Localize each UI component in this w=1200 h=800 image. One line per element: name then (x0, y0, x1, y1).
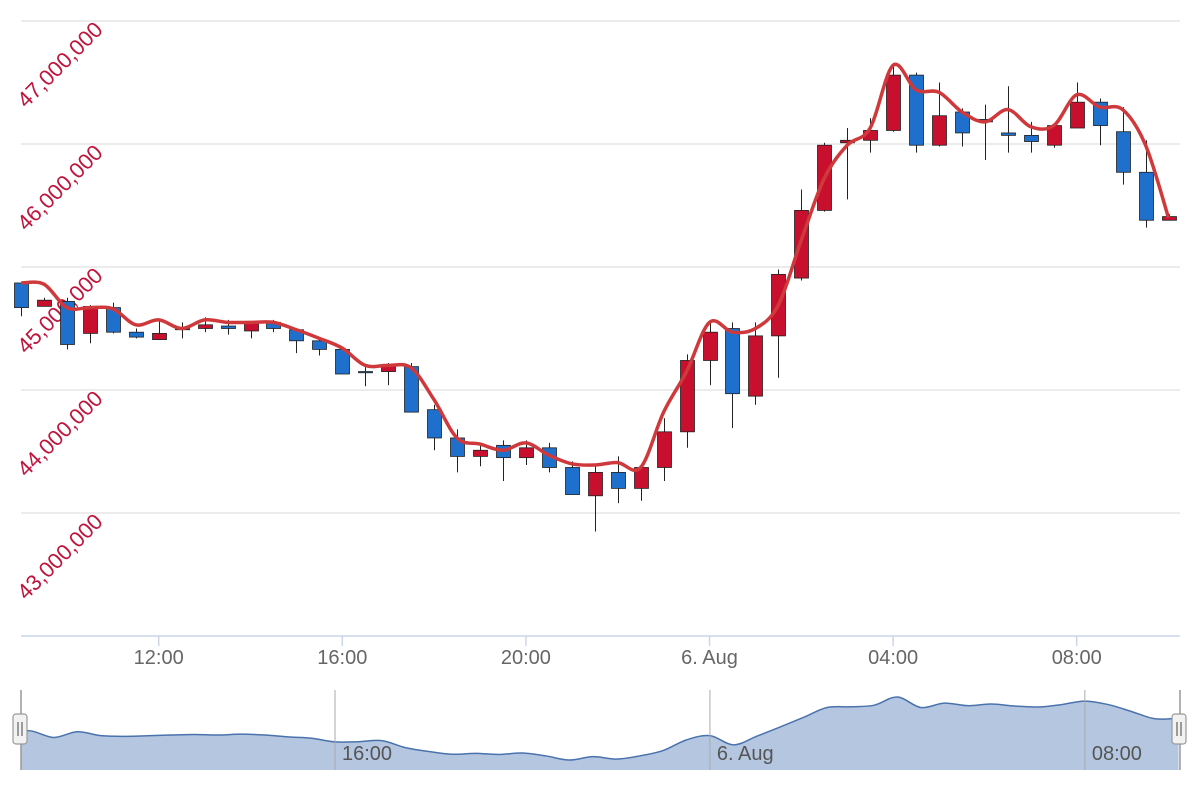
candle-body (565, 467, 580, 495)
candle-body (14, 282, 29, 308)
candle-body (748, 335, 763, 397)
candle-body (588, 472, 603, 497)
candle-body (198, 324, 213, 329)
x-tick-label: 16:00 (317, 647, 367, 669)
x-tick-label: 20:00 (501, 647, 551, 669)
candle-body (473, 449, 488, 457)
candle-body (886, 74, 901, 131)
candle-body (703, 331, 718, 361)
trend-line (20, 62, 1171, 473)
y-tick-label: 44,000,000 (12, 386, 108, 482)
candle-body (312, 340, 327, 350)
x-tick-label: 12:00 (134, 647, 184, 669)
candle-body (427, 409, 442, 439)
candle-body (1024, 134, 1039, 142)
x-tick-label: 04:00 (868, 647, 918, 669)
candle-body (221, 325, 236, 329)
navigator-handle[interactable] (1171, 713, 1187, 745)
navigator-handle[interactable] (12, 713, 28, 745)
y-tick-label: 46,000,000 (12, 140, 108, 236)
candle-body (1139, 171, 1154, 221)
candle-body (611, 472, 626, 489)
navigator-tick-label: 6. Aug (717, 743, 774, 765)
navigator-tick-label: 08:00 (1092, 743, 1142, 765)
candle-body (725, 328, 740, 395)
navigator-line (21, 696, 1179, 761)
candle-body (1116, 131, 1131, 173)
navigator-tick-label: 16:00 (342, 743, 392, 765)
navigator (21, 696, 1179, 770)
candle-body (657, 431, 672, 468)
candle-body (152, 333, 167, 340)
x-tick-label: 08:00 (1052, 647, 1102, 669)
candle-body (1001, 132, 1016, 136)
y-tick-label: 47,000,000 (12, 17, 108, 113)
candle-body (358, 371, 373, 374)
candle-body (519, 447, 534, 459)
candle-body (83, 305, 98, 334)
y-tick-label: 43,000,000 (12, 509, 108, 605)
candle-body (932, 115, 947, 146)
candle-body (129, 331, 144, 338)
candle-body (37, 299, 52, 307)
navigator-area (21, 696, 1179, 770)
candle-body (60, 301, 75, 345)
candle-body (1070, 101, 1085, 129)
x-tick-label: 6. Aug (681, 647, 738, 669)
